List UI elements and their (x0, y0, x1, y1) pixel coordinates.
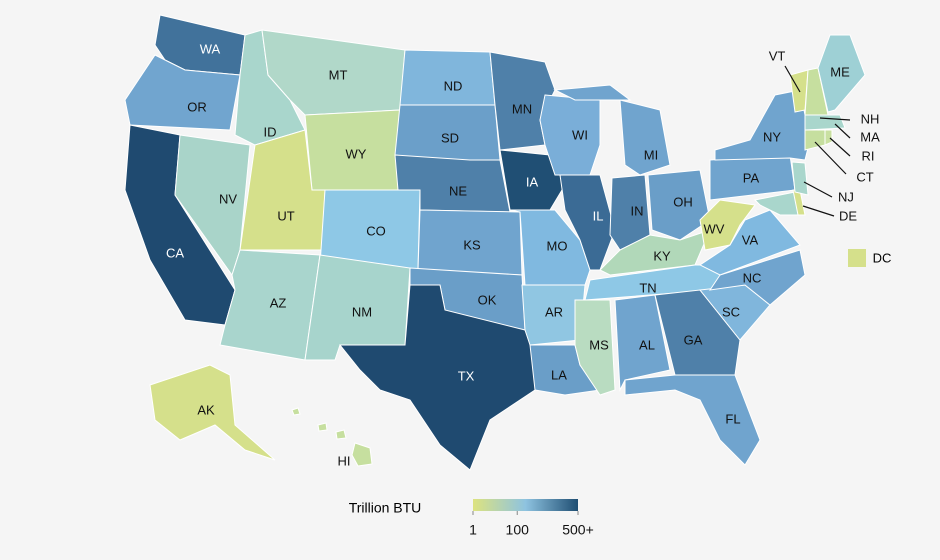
state-label: OR (187, 99, 207, 114)
state-label: AL (639, 337, 655, 352)
state-label: NY (763, 129, 781, 144)
leader-line (802, 205, 835, 217)
state-shape (521, 284, 586, 346)
state-label: KY (653, 248, 671, 263)
leader-line (784, 65, 801, 93)
state-shape (499, 149, 566, 211)
state-shape (614, 294, 671, 392)
state-label: PA (743, 170, 760, 185)
state-label: KS (463, 237, 481, 252)
state-shape (149, 364, 276, 461)
state-label: MO (547, 238, 568, 253)
state-shape (509, 209, 591, 286)
state-shape (351, 442, 373, 467)
state-shape (817, 34, 866, 113)
state-label: LA (551, 367, 567, 382)
state-label: IA (526, 174, 539, 189)
legend-title: Trillion BTU (349, 500, 422, 516)
state-label: MS (589, 337, 609, 352)
leader-lines (784, 65, 851, 217)
state-shape (574, 299, 616, 396)
state-label: NJ (838, 189, 854, 204)
state-shape (791, 161, 809, 196)
state-label: HI (338, 453, 351, 468)
state-label: MN (512, 101, 532, 116)
legend-ticks: 1 100 500+ (469, 511, 594, 538)
dc-label: DC (873, 250, 892, 265)
state-label: NC (743, 270, 762, 285)
state-label: ND (444, 78, 463, 93)
state-label: VA (742, 232, 759, 247)
legend-tick-label: 100 (506, 522, 530, 538)
state-shape (699, 199, 756, 251)
state-label: AK (197, 402, 215, 417)
state-label: NE (449, 183, 467, 198)
state-label: RI (862, 148, 875, 163)
state-label: VT (769, 48, 786, 63)
state-label: CA (166, 245, 184, 260)
leader-line (829, 137, 851, 157)
legend-tick-label: 500+ (562, 522, 594, 538)
state-shape (291, 407, 301, 416)
state-label: UT (277, 208, 294, 223)
leader-line (834, 123, 851, 139)
leader-line (803, 181, 833, 198)
state-shape (824, 129, 833, 146)
legend-bar (473, 499, 578, 511)
state-label: WA (200, 41, 221, 56)
state-label: DE (839, 208, 857, 223)
state-label: NM (352, 304, 372, 319)
state-label: SC (722, 304, 740, 319)
state-shape (553, 84, 632, 101)
state-label: CT (856, 169, 873, 184)
state-label: ID (264, 124, 277, 139)
state-label: MI (644, 147, 658, 162)
state-label: WY (346, 146, 367, 161)
state-label: NH (861, 111, 880, 126)
state-label: ME (830, 64, 850, 79)
state-label: MT (329, 67, 348, 82)
state-label: TN (639, 280, 656, 295)
state-label: GA (684, 332, 703, 347)
states (124, 14, 866, 471)
state-label: TX (458, 368, 475, 383)
state-shape (753, 191, 801, 216)
state-shape (708, 249, 806, 306)
state-label: WI (572, 127, 588, 142)
state-shape (619, 99, 671, 176)
state-label: AR (545, 304, 563, 319)
dc-swatch (848, 249, 866, 267)
legend-tick-label: 1 (469, 522, 477, 538)
state-label: SD (441, 130, 459, 145)
state-label: OK (478, 292, 497, 307)
state-label: CO (366, 223, 386, 238)
state-shape (599, 229, 711, 276)
state-label: AZ (270, 295, 287, 310)
state-shape (317, 422, 328, 432)
state-shape (559, 174, 616, 271)
state-label: IN (631, 203, 644, 218)
leader-line (819, 117, 851, 121)
state-shape (624, 374, 761, 466)
state-shape (647, 169, 711, 241)
state-label: NV (219, 191, 237, 206)
state-label: WV (704, 221, 725, 236)
state-shape (335, 429, 347, 440)
state-labels: WA OR CA NV ID MT WY UT CO AZ NM ND SD NE KS OK TX MN IA MO… (166, 41, 880, 468)
state-shape (124, 54, 241, 131)
state-label: MA (860, 129, 880, 144)
state-label: IL (593, 208, 604, 223)
state-label: OH (673, 194, 693, 209)
state-shape (654, 289, 741, 376)
state-label: FL (725, 411, 740, 426)
leader-line (814, 141, 847, 175)
